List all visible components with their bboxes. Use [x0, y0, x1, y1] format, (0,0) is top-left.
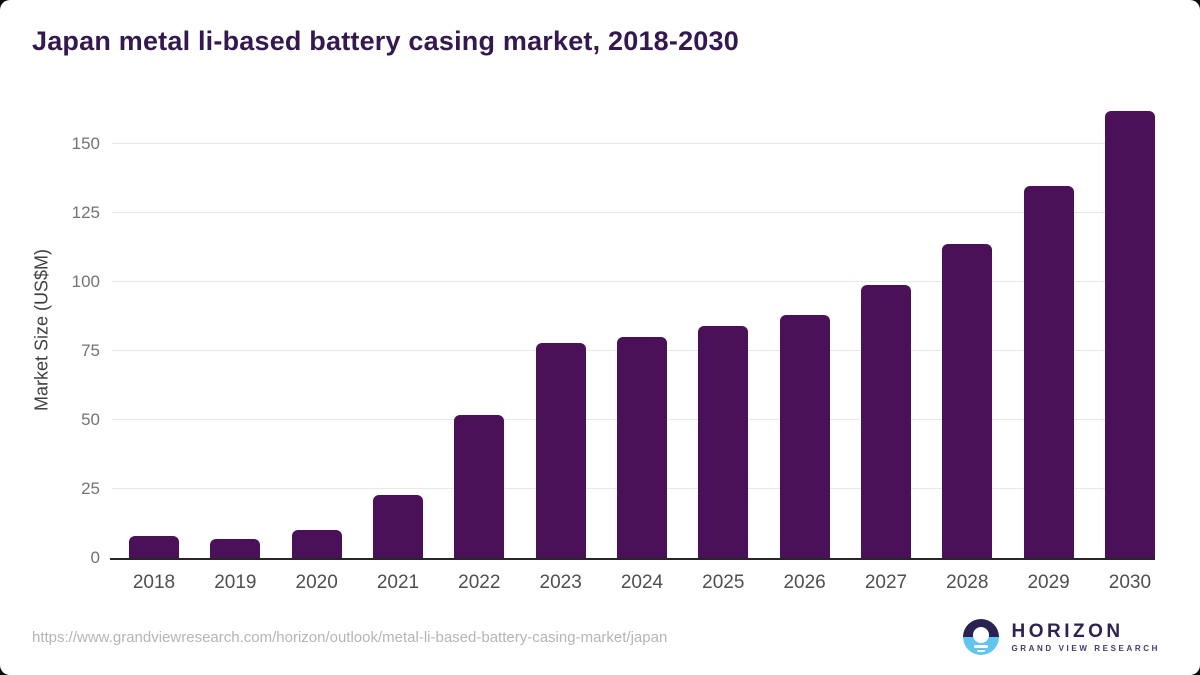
logo-name: HORIZON [1011, 620, 1124, 642]
x-tick-label: 2028 [946, 572, 989, 593]
bar-2027[interactable] [860, 285, 911, 558]
x-tick-label: 2018 [132, 572, 176, 593]
bar-column: 2029 [1023, 103, 1074, 593]
bar-2023[interactable] [535, 342, 586, 558]
source-url: https://www.grandviewresearch.com/horizo… [32, 628, 668, 646]
y-tick-label: 100 [71, 272, 100, 292]
bar-column: 2019 [210, 103, 261, 593]
logo-sun-shape [973, 627, 990, 643]
y-tick-label: 0 [90, 548, 100, 567]
gridline [112, 281, 1155, 283]
bar-column: 2030 [1104, 103, 1155, 593]
bar-2020[interactable] [291, 530, 342, 558]
x-tick-label: 2023 [539, 572, 582, 593]
x-tick-label: 2020 [295, 572, 338, 593]
x-tick-label: 2030 [1108, 572, 1152, 593]
bar-column: 2022 [454, 103, 505, 593]
x-tick-label: 2025 [702, 572, 745, 593]
logo-reflection-line [977, 649, 986, 652]
x-tick-label: 2027 [864, 572, 908, 593]
bar-column: 2021 [372, 103, 423, 593]
bar-column: 2026 [779, 103, 830, 593]
horizon-logo-icon [963, 619, 1000, 655]
footer: https://www.grandviewresearch.com/horizo… [32, 615, 1160, 659]
bar-column: 2023 [535, 103, 586, 593]
logo-reflection-line [974, 645, 989, 648]
x-axis-line [110, 558, 1155, 560]
gridline [112, 212, 1155, 214]
plot-area: 2018 2019 2020 2021 2022 2023 2024 2025 2026 2027… [110, 103, 1155, 593]
x-tick-label: 2026 [783, 572, 826, 593]
x-tick-label: 2022 [458, 572, 501, 593]
chart-title: Japan metal li-based battery casing mark… [32, 26, 739, 56]
bars-container: 2018 2019 2020 2021 2022 2023 2024 2025 2026 2027… [112, 103, 1155, 593]
y-tick-label: 75 [81, 341, 100, 361]
bar-2024[interactable] [616, 337, 667, 558]
bar-2021[interactable] [372, 494, 423, 558]
bar-column: 2028 [942, 103, 993, 593]
y-tick-label: 125 [71, 203, 100, 223]
y-axis-ticks: 0 25 50 75 100 125 150 [30, 103, 100, 567]
bar-2030[interactable] [1104, 111, 1155, 558]
bar-2025[interactable] [698, 326, 749, 558]
horizon-logo: HORIZON GRAND VIEW RESEARCH [963, 619, 1160, 655]
bar-2029[interactable] [1023, 185, 1074, 558]
y-tick-label: 150 [71, 134, 100, 154]
y-tick-label: 25 [81, 479, 100, 499]
x-tick-label: 2029 [1027, 572, 1070, 593]
bar-2018[interactable] [129, 535, 179, 558]
gridline [112, 143, 1155, 145]
y-tick-label: 50 [81, 410, 100, 430]
x-tick-label: 2024 [620, 572, 664, 593]
bar-2022[interactable] [454, 414, 505, 558]
x-tick-label: 2021 [376, 572, 420, 593]
x-tick-label: 2019 [214, 572, 257, 593]
logo-tagline: GRAND VIEW RESEARCH [1011, 643, 1160, 653]
bar-2026[interactable] [779, 315, 830, 558]
bar-column: 2018 [129, 103, 179, 593]
bar-column: 2025 [698, 103, 749, 593]
bar-2028[interactable] [942, 243, 993, 558]
logo-text: HORIZON GRAND VIEW RESEARCH [1011, 620, 1160, 653]
bar-2019[interactable] [210, 538, 261, 558]
bar-column: 2024 [616, 103, 667, 593]
bar-column: 2027 [860, 103, 911, 593]
bar-column: 2020 [291, 103, 342, 593]
